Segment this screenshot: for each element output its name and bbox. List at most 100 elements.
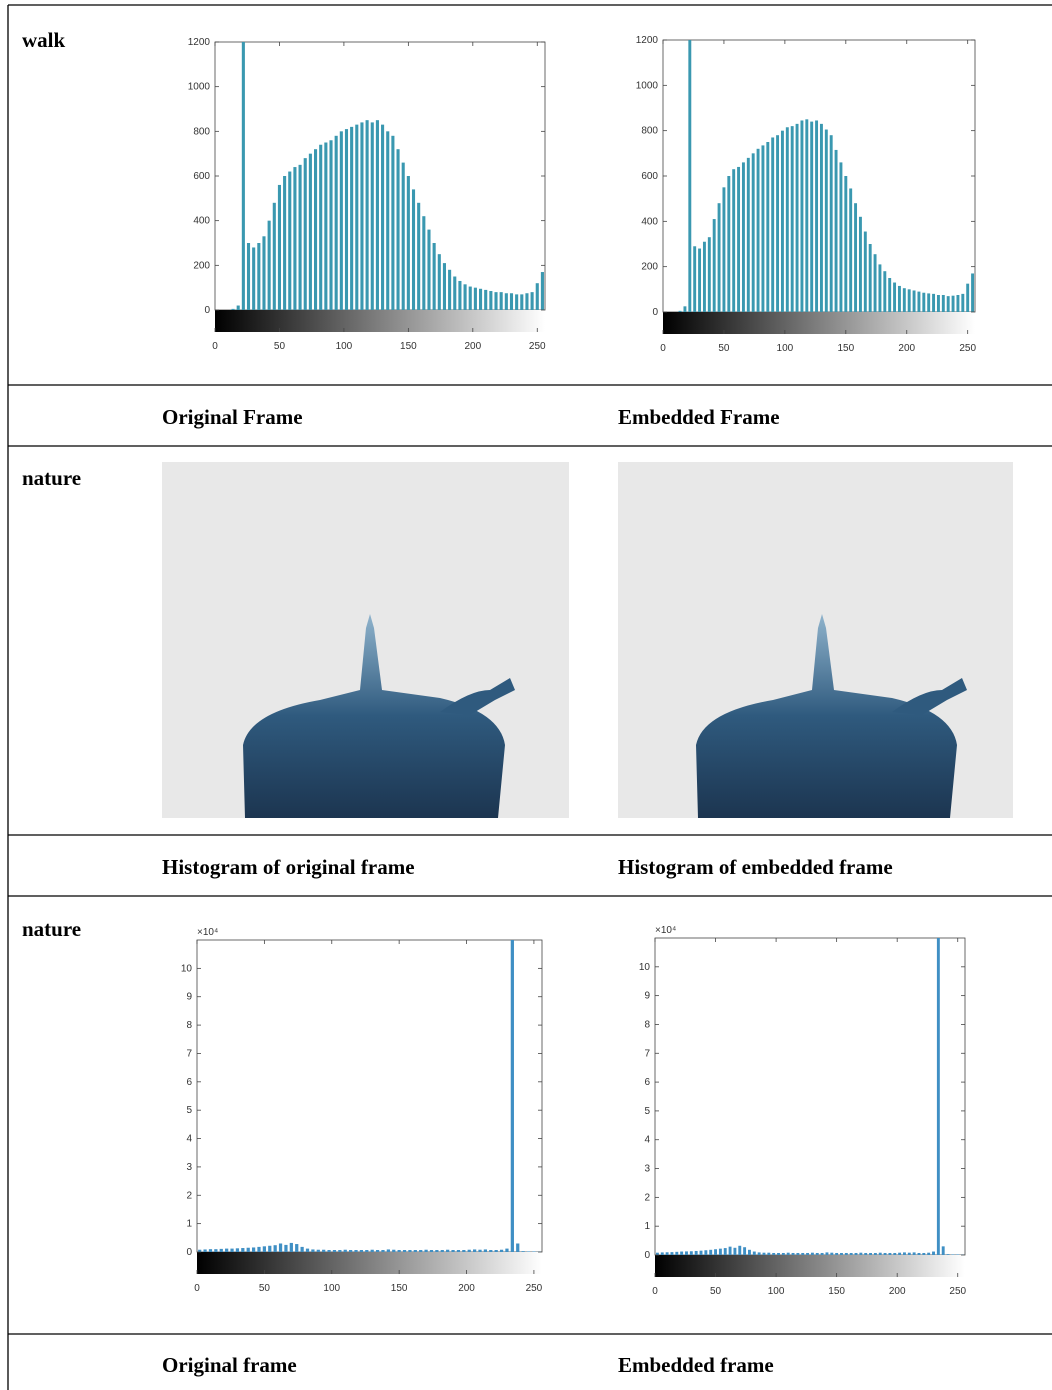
bar (375, 1250, 380, 1252)
bar (392, 1249, 396, 1252)
bar (344, 129, 349, 310)
bar (946, 1254, 950, 1255)
bar (437, 254, 441, 310)
bar (824, 129, 828, 312)
bar (946, 296, 950, 312)
bar (327, 1250, 331, 1252)
plot-area (654, 937, 966, 1256)
bar (863, 231, 867, 312)
bar (868, 244, 872, 312)
bar (883, 1252, 887, 1255)
axis-multiplier: ×10⁴ (197, 927, 218, 938)
bar (432, 243, 436, 310)
bar (272, 202, 276, 310)
bar (277, 184, 281, 310)
bar (728, 1246, 732, 1255)
bar (834, 149, 838, 312)
x-tick-label: 200 (889, 1286, 906, 1297)
bar (873, 1252, 877, 1255)
bar (483, 1249, 488, 1252)
x-tick-label: 200 (464, 341, 481, 352)
bar (707, 237, 711, 312)
bar (365, 120, 369, 311)
bar (456, 1250, 461, 1252)
plot-area (196, 939, 543, 1253)
bar (397, 1250, 401, 1252)
bar (849, 188, 853, 312)
bar (295, 1244, 299, 1252)
bar (743, 1247, 747, 1255)
frame-image (618, 462, 1013, 818)
y-tick-label: 1 (186, 1219, 192, 1230)
bar (391, 135, 395, 310)
row-label: walk (22, 28, 66, 52)
bar (203, 1249, 207, 1252)
bar (917, 1252, 921, 1255)
y-tick-label: 8 (644, 1019, 650, 1030)
x-tick-label: 0 (212, 341, 218, 352)
bar (411, 189, 416, 310)
bar (699, 1250, 703, 1255)
y-tick-label: 8 (186, 1020, 192, 1031)
bar (714, 1249, 717, 1255)
bar (332, 1250, 337, 1252)
bar (468, 286, 472, 310)
y-tick-label: 2 (186, 1190, 192, 1201)
bar (305, 1248, 310, 1252)
bar (499, 1249, 504, 1252)
bar (776, 135, 780, 312)
bar (854, 203, 858, 312)
bar (316, 1249, 320, 1252)
y-tick-label: 10 (639, 962, 651, 973)
bar (246, 243, 251, 310)
bar (810, 121, 814, 312)
bar (741, 162, 745, 312)
x-tick-label: 100 (777, 343, 794, 354)
y-tick-label: 1200 (636, 35, 659, 46)
y-tick-label: 7 (186, 1048, 192, 1059)
bar (540, 272, 544, 310)
y-tick-label: 800 (641, 126, 658, 137)
bar (308, 153, 312, 310)
x-tick-label: 0 (194, 1283, 200, 1294)
bar (961, 293, 965, 312)
bar (262, 236, 266, 310)
bar (451, 1250, 455, 1252)
y-tick-label: 5 (186, 1105, 192, 1116)
bar (685, 1251, 688, 1255)
bar (907, 289, 911, 312)
bar (241, 1248, 245, 1252)
bar (971, 273, 975, 312)
bar (419, 1250, 423, 1252)
y-tick-label: 200 (193, 260, 210, 271)
bar (334, 135, 338, 310)
bar (198, 1249, 202, 1252)
bar (510, 940, 514, 1252)
bar (757, 1252, 761, 1255)
bar (478, 1249, 482, 1252)
bar (288, 171, 292, 310)
colorbar (197, 1252, 542, 1274)
caption: Embedded frame (618, 1353, 774, 1377)
bar (732, 169, 736, 312)
bar (467, 1249, 471, 1252)
bar (257, 243, 261, 310)
colorbar (655, 1255, 965, 1277)
y-tick-label: 600 (193, 171, 210, 182)
x-tick-label: 50 (274, 341, 286, 352)
y-tick-label: 0 (186, 1247, 192, 1258)
bar (446, 1249, 450, 1252)
bar (727, 176, 731, 312)
bar (516, 1243, 520, 1252)
bar (746, 157, 750, 312)
bar (359, 1250, 364, 1252)
bar (698, 248, 702, 312)
y-tick-label: 4 (644, 1135, 650, 1146)
bar (251, 1247, 256, 1252)
bar (381, 124, 385, 310)
y-tick-label: 6 (186, 1077, 192, 1088)
bar (660, 1252, 664, 1255)
bar (704, 1250, 708, 1255)
y-tick-label: 400 (193, 216, 210, 227)
bar (819, 123, 823, 312)
